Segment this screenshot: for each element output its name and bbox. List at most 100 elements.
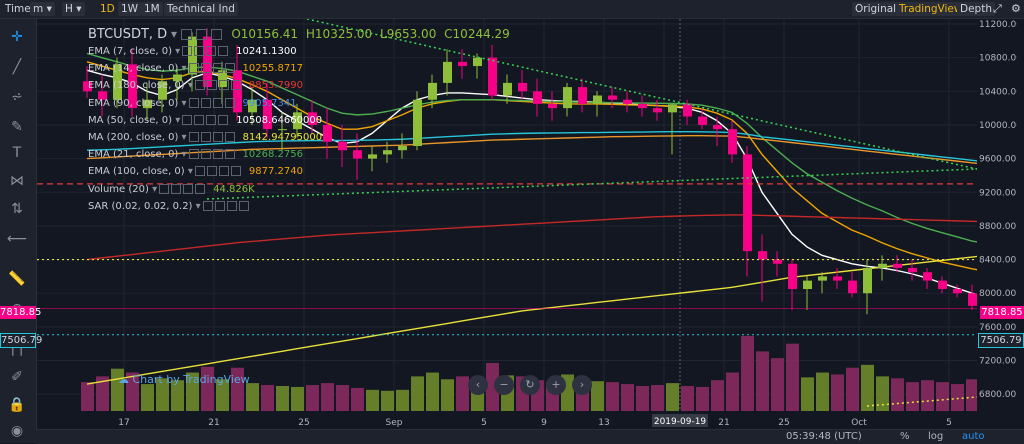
- interval-hours-dropdown[interactable]: H ▾: [62, 2, 85, 16]
- chevron-down-icon[interactable]: ▾: [178, 97, 187, 109]
- chevron-down-icon[interactable]: ▾: [184, 166, 193, 178]
- prediction-icon[interactable]: ⇅: [11, 201, 23, 217]
- hide-icon[interactable]: [194, 80, 205, 91]
- more-icon[interactable]: [238, 200, 249, 211]
- pencil-lock-icon[interactable]: ✐: [11, 369, 23, 385]
- zoom-out-icon[interactable]: −: [494, 375, 514, 395]
- technical-indicators-button[interactable]: Technical Ind: [164, 2, 238, 16]
- lock-icon[interactable]: 🔒: [8, 397, 26, 413]
- more-icon[interactable]: [195, 183, 206, 194]
- settings-icon[interactable]: [200, 63, 211, 74]
- more-icon[interactable]: [210, 29, 222, 40]
- more-icon[interactable]: [224, 97, 235, 108]
- pattern-icon[interactable]: ⋈: [10, 173, 24, 189]
- more-icon[interactable]: [224, 132, 235, 142]
- chevron-down-icon[interactable]: ▾: [178, 63, 187, 75]
- interval-minutes-dropdown[interactable]: m ▾: [30, 2, 55, 16]
- delete-icon[interactable]: [218, 80, 229, 91]
- chevron-down-icon[interactable]: ▾: [148, 183, 158, 195]
- eye-icon[interactable]: ◉: [10, 423, 24, 439]
- log-scale-toggle[interactable]: log: [928, 431, 944, 442]
- interval-1w-button[interactable]: 1W: [118, 2, 142, 16]
- auto-scale-toggle[interactable]: auto: [962, 431, 985, 442]
- settings-icon[interactable]: [214, 200, 225, 211]
- chevron-down-icon[interactable]: ▾: [171, 46, 181, 57]
- settings-icon[interactable]: [194, 114, 205, 125]
- scroll-left-icon[interactable]: ‹: [468, 375, 488, 395]
- indicator-row[interactable]: Volume (20) ▾ 44.826K: [88, 183, 255, 197]
- more-icon[interactable]: [230, 166, 241, 177]
- chevron-down-icon[interactable]: ▾: [192, 200, 201, 212]
- reset-icon[interactable]: ↻: [520, 375, 540, 395]
- hide-icon[interactable]: [188, 97, 199, 108]
- back-arrow-icon[interactable]: ⟵: [6, 231, 28, 247]
- indicator-row[interactable]: SAR (0.02, 0.02, 0.2) ▾: [88, 200, 257, 214]
- indicator-row[interactable]: MA (50, close, 0) ▾ 10508.64660000: [88, 114, 322, 128]
- hide-icon[interactable]: [194, 166, 205, 177]
- view-original-button[interactable]: Original: [852, 2, 900, 16]
- chevron-down-icon[interactable]: ▾: [178, 132, 187, 143]
- more-icon[interactable]: [218, 114, 229, 125]
- indicator-row[interactable]: EMA (7, close, 0) ▾ 10241.1300: [88, 45, 297, 59]
- symbol-title[interactable]: BTCUSDT, D: [88, 27, 168, 42]
- settings-icon[interactable]: [194, 46, 205, 56]
- more-icon[interactable]: [224, 63, 235, 74]
- hide-icon[interactable]: [182, 46, 193, 56]
- hide-icon[interactable]: [182, 114, 193, 125]
- indicator-row[interactable]: EMA (14, close, 0) ▾ 10255.8717: [88, 62, 303, 76]
- magnet-icon[interactable]: ⋂: [11, 341, 23, 357]
- crosshair-icon[interactable]: ✛: [11, 29, 23, 45]
- zoom-in-button-icon[interactable]: +: [546, 375, 566, 395]
- scroll-right-icon[interactable]: ›: [572, 375, 592, 395]
- view-tradingview-button[interactable]: TradingView: [896, 2, 966, 16]
- hide-icon[interactable]: [159, 183, 170, 194]
- hide-icon[interactable]: [180, 29, 192, 40]
- indicator-row[interactable]: EMA (180, close, 0) ▾ 8853.7990: [88, 79, 303, 93]
- hide-icon[interactable]: [188, 149, 199, 160]
- more-icon[interactable]: [218, 46, 229, 56]
- trend-line-icon[interactable]: ╱: [12, 59, 22, 75]
- settings-icon[interactable]: [206, 166, 217, 177]
- chevron-down-icon[interactable]: ▾: [184, 80, 193, 92]
- fullscreen-icon[interactable]: ⤢: [993, 2, 1002, 15]
- chevron-down-icon[interactable]: ▾: [178, 149, 187, 161]
- delete-icon[interactable]: [226, 200, 237, 211]
- interval-1d-button[interactable]: 1D: [100, 3, 115, 15]
- indicator-row[interactable]: EMA (100, close, 0) ▾ 9877.2740: [88, 165, 303, 179]
- interval-time-button[interactable]: Time: [5, 3, 31, 15]
- view-depth-button[interactable]: Depth: [957, 2, 995, 16]
- delete-icon[interactable]: [206, 114, 217, 125]
- indicator-row[interactable]: MA (200, close, 0) ▾ 8142.94795000: [88, 131, 322, 145]
- delete-icon[interactable]: [218, 166, 229, 177]
- delete-icon[interactable]: [212, 132, 223, 142]
- fib-tool-icon[interactable]: ⩫: [11, 89, 23, 105]
- hide-icon[interactable]: [188, 132, 199, 142]
- delete-icon[interactable]: [212, 97, 223, 108]
- more-icon[interactable]: [224, 149, 235, 160]
- settings-icon[interactable]: [200, 149, 211, 160]
- delete-icon[interactable]: [206, 46, 217, 56]
- candle-body: [518, 82, 527, 92]
- text-tool-icon[interactable]: T: [12, 145, 22, 161]
- more-icon[interactable]: [230, 80, 241, 91]
- ohlc-open-value: 10156.41: [240, 27, 299, 41]
- chevron-down-icon[interactable]: ▾: [172, 114, 181, 126]
- hide-icon[interactable]: [188, 63, 199, 74]
- price-chart[interactable]: 11200.00 10800.00 10400.00 10000.00 9600.00 9…: [37, 19, 1017, 429]
- hide-icon[interactable]: [202, 200, 213, 211]
- settings-icon[interactable]: [200, 132, 211, 142]
- indicator-row[interactable]: EMA (90, close, 0) ▾ 9905.7341: [88, 97, 297, 111]
- settings-icon[interactable]: [195, 29, 207, 40]
- settings-icon[interactable]: [206, 80, 217, 91]
- brush-icon[interactable]: ✎: [11, 119, 23, 135]
- settings-gear-icon[interactable]: ⚙: [1011, 2, 1021, 15]
- percent-scale-toggle[interactable]: %: [900, 431, 910, 442]
- ruler-icon[interactable]: 📏: [8, 271, 26, 287]
- interval-1m-button[interactable]: 1M: [141, 2, 163, 16]
- settings-icon[interactable]: [171, 183, 182, 194]
- indicator-row[interactable]: EMA (21, close, 0) ▾ 10268.2756: [88, 148, 303, 162]
- delete-icon[interactable]: [183, 183, 194, 194]
- settings-icon[interactable]: [200, 97, 211, 108]
- delete-icon[interactable]: [212, 149, 223, 160]
- delete-icon[interactable]: [212, 63, 223, 74]
